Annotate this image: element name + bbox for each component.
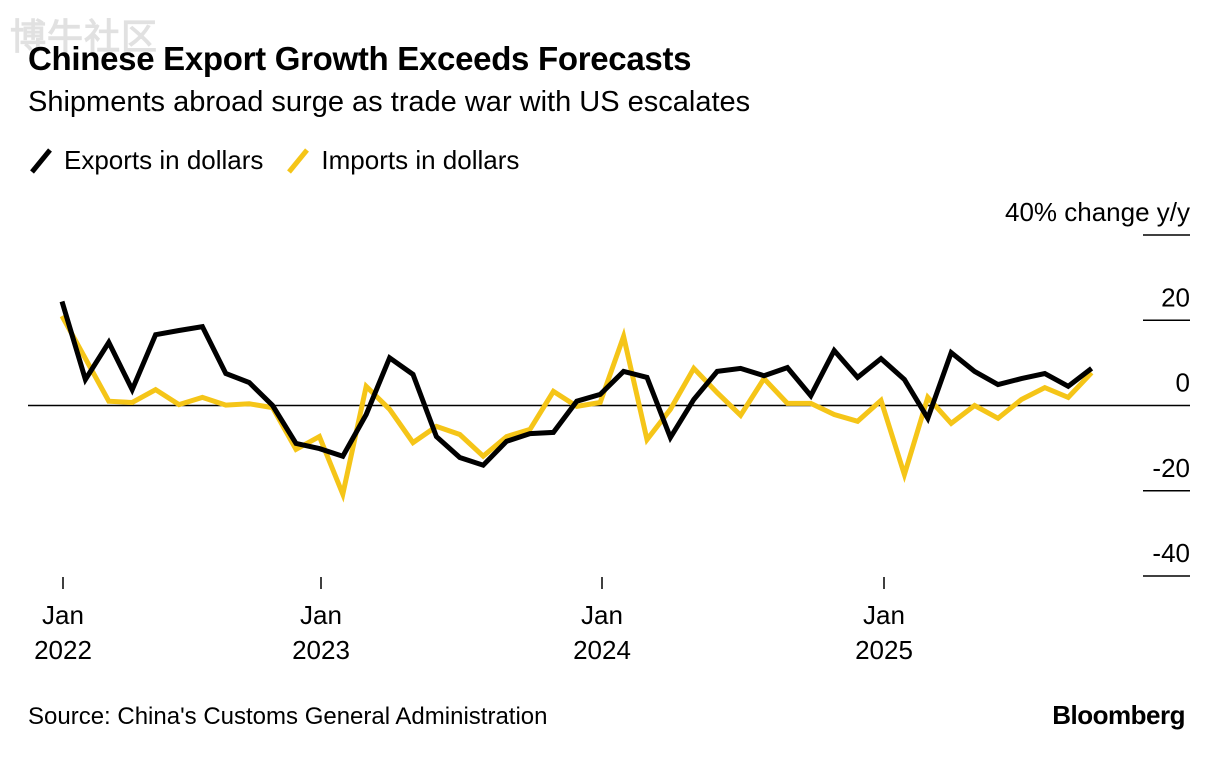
legend-label-exports: Exports in dollars <box>64 145 264 175</box>
x-tick-label-month: Jan <box>42 600 84 630</box>
y-tick-label: 0 <box>1176 368 1190 398</box>
x-tick-label-year: 2022 <box>34 635 92 665</box>
y-axis: 40% change y/y 20 0 -20 -40 <box>1005 197 1190 577</box>
x-tick-label-month: Jan <box>300 600 342 630</box>
y-tick-label: -20 <box>1152 453 1190 483</box>
bloomberg-logo: Bloomberg <box>1052 700 1185 730</box>
legend-label-imports: Imports in dollars <box>321 145 520 175</box>
legend: Exports in dollars Imports in dollars <box>28 145 541 176</box>
watermark: 博牛社区 <box>10 17 159 58</box>
y-tick-label: 20 <box>1161 282 1190 312</box>
x-axis: Jan 2022 Jan 2023 Jan 2024 Jan 2025 <box>34 577 913 665</box>
x-tick-label-year: 2023 <box>292 635 350 665</box>
y-tick-label: 40% change y/y <box>1005 197 1190 227</box>
legend-swatch-imports-icon <box>287 147 310 174</box>
legend-swatch-exports-icon <box>30 147 52 174</box>
chart-subtitle: Shipments abroad surge as trade war with… <box>28 86 751 118</box>
source-note: Source: China's Customs General Administ… <box>28 703 548 730</box>
x-tick-label-year: 2024 <box>573 635 631 665</box>
x-tick-label-month: Jan <box>863 600 905 630</box>
exports-line <box>59 300 1094 469</box>
x-tick-label-year: 2025 <box>855 635 913 665</box>
x-tick-label-month: Jan <box>581 600 623 630</box>
chart-title: Chinese Export Growth Exceeds Forecasts <box>28 40 692 77</box>
legend-item-exports: Exports in dollars <box>28 145 263 176</box>
y-tick-label: -40 <box>1152 538 1190 568</box>
series-group <box>59 300 1094 503</box>
legend-item-imports: Imports in dollars <box>285 145 519 176</box>
